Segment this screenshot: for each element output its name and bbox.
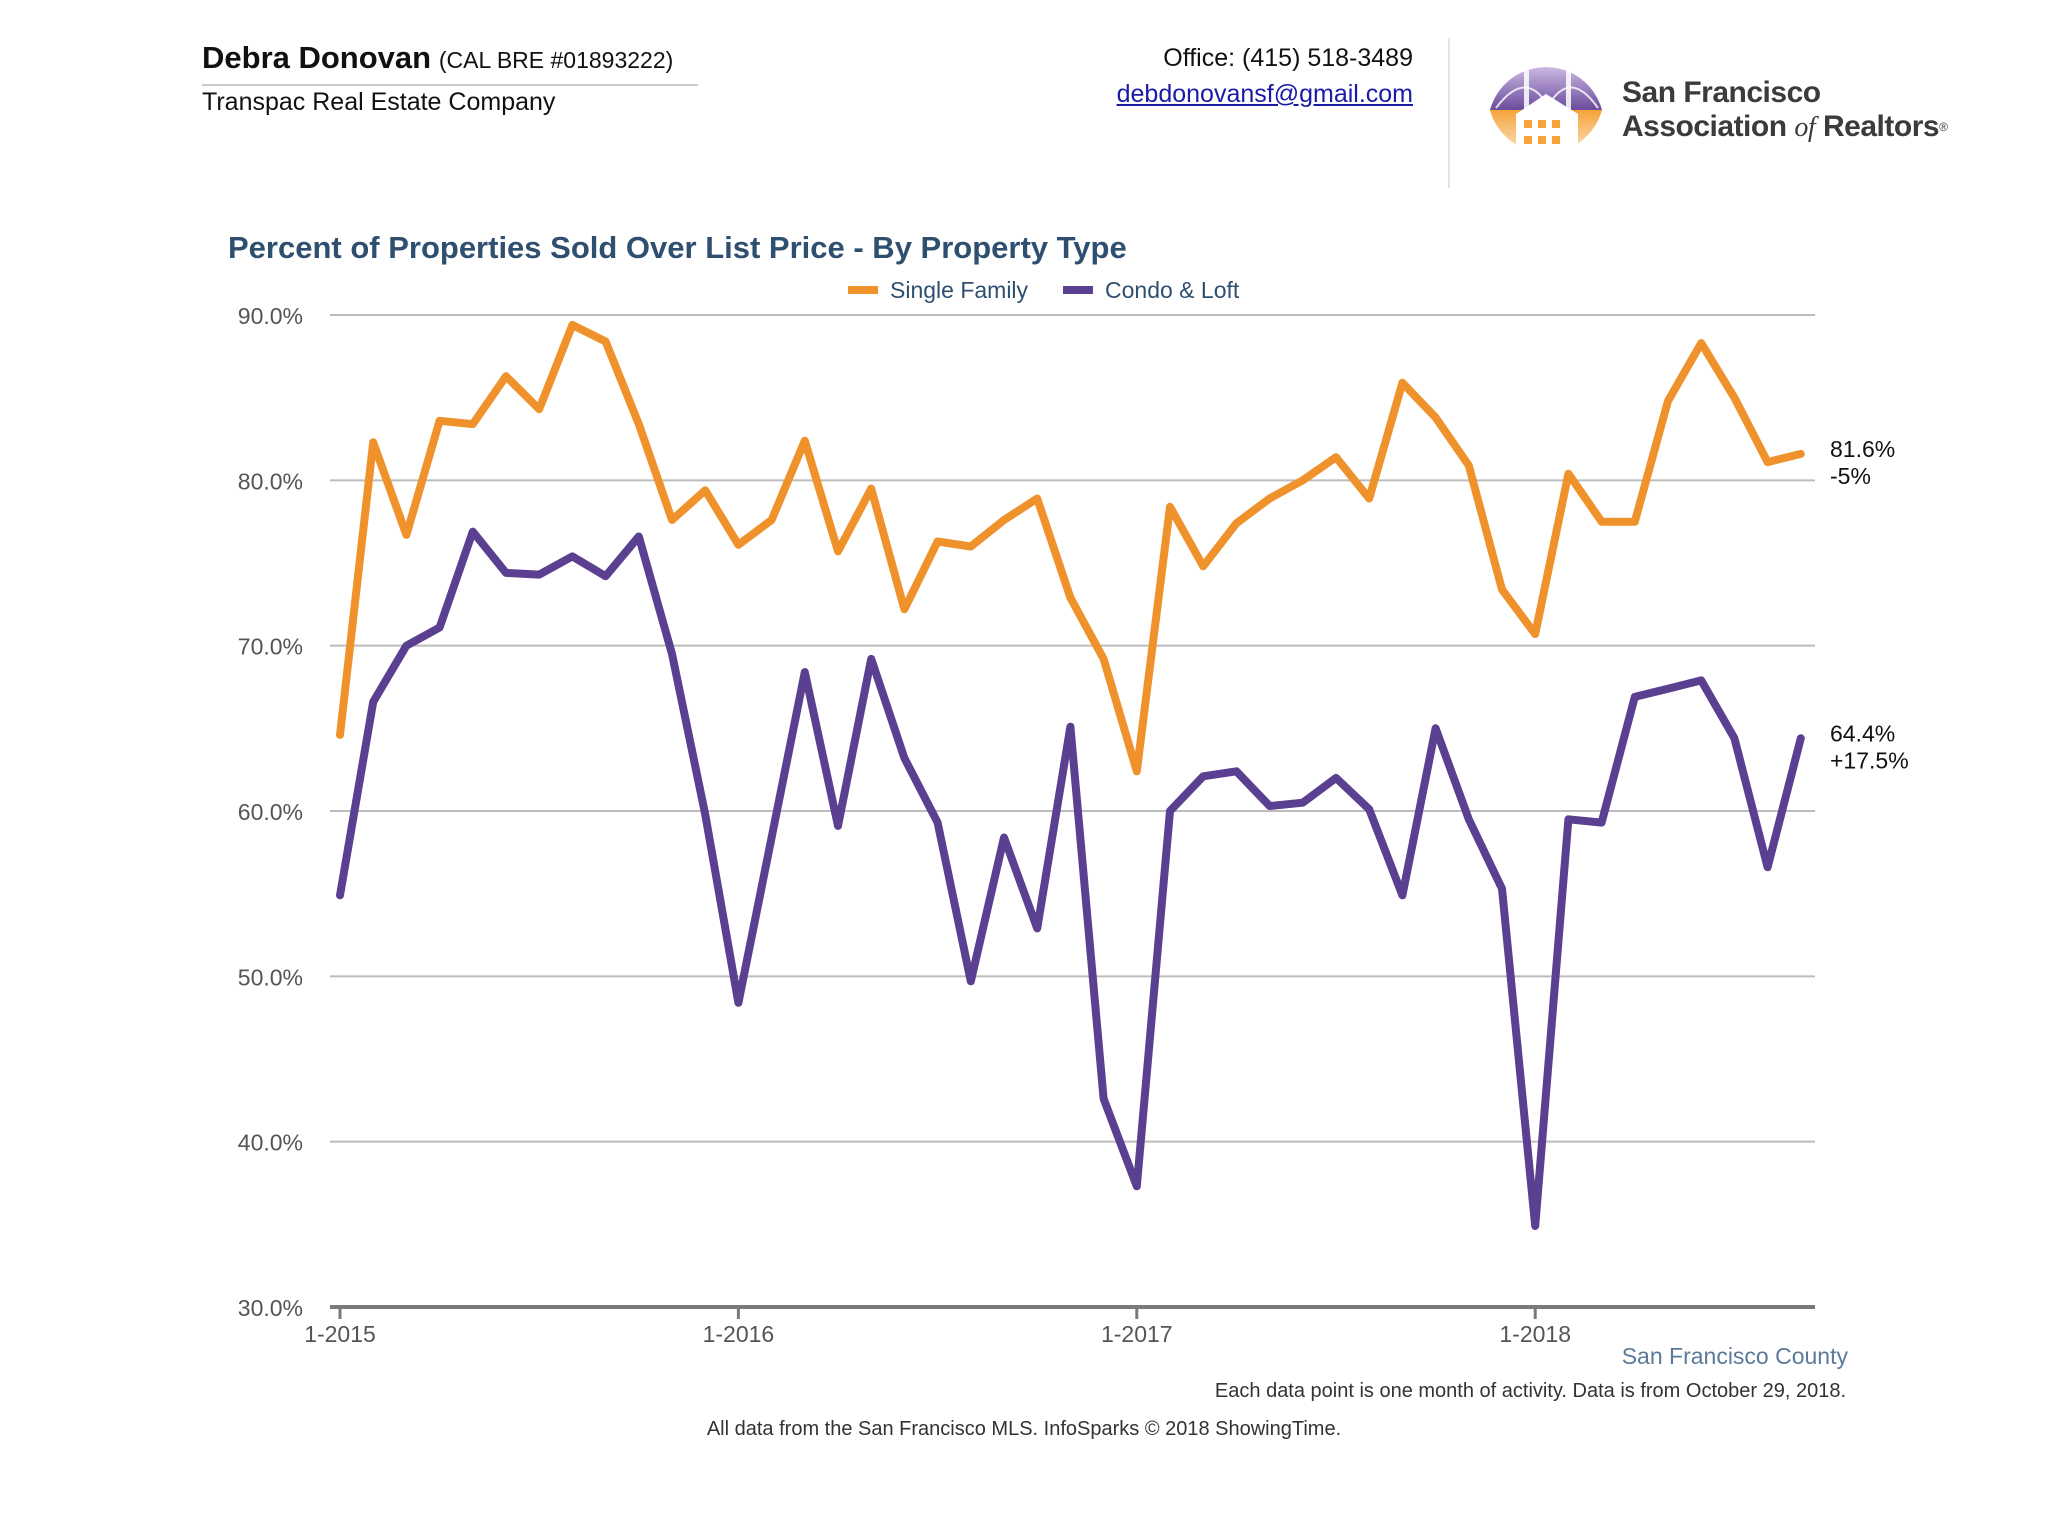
x-tick-label: 1-2016 [703,1321,775,1347]
agent-name-row: Debra Donovan (CAL BRE #01893222) [202,40,673,76]
golden-gate-house-logo-icon [1490,66,1602,160]
logo-association: Association [1622,110,1787,143]
condo-loft-end-value: 64.4% [1830,720,1895,746]
x-tick-label: 1-2018 [1499,1321,1571,1347]
county-label: San Francisco County [1621,1343,1848,1369]
logo-realtors: Realtors [1823,110,1940,143]
single-family-line [336,320,1805,776]
source-note: All data from the San Francisco MLS. Inf… [706,1418,1342,1440]
agent-name: Debra Donovan [202,40,432,75]
y-tick-label: 70.0% [238,634,303,660]
header-underline [202,84,698,86]
logo-registered-mark: ® [1939,120,1948,134]
legend-condo-loft-label: Condo & Loft [1105,277,1240,303]
logo-line-2: Association of Realtors® [1622,110,1948,145]
logo-of: of [1794,112,1816,143]
y-tick-label: 30.0% [238,1295,303,1321]
header-divider [1448,38,1450,188]
sfar-logo-text: San Francisco Association of Realtors® [1622,76,1948,145]
agent-license: (CAL BRE #01893222) [438,47,674,73]
single-family-end-value: 81.6% [1830,436,1895,462]
y-tick-label: 60.0% [238,799,303,825]
email-link[interactable]: debdonovansf@gmail.com [1116,80,1413,108]
condo-loft-line [336,527,1805,1230]
x-tick-label: 1-2015 [304,1321,376,1347]
single-family-end-change: -5% [1830,463,1871,489]
chart-title: Percent of Properties Sold Over List Pri… [228,230,1127,265]
company-name: Transpac Real Estate Company [202,88,556,116]
legend-single-family-label: Single Family [890,277,1029,303]
data-note: Each data point is one month of activity… [1214,1380,1846,1402]
y-tick-label: 50.0% [238,964,303,990]
y-tick-label: 90.0% [238,303,303,329]
y-tick-label: 80.0% [238,468,303,494]
x-tick-label: 1-2017 [1101,1321,1173,1347]
logo-line-1: San Francisco [1622,76,1821,109]
condo-loft-end-change: +17.5% [1830,747,1909,773]
y-tick-label: 40.0% [238,1130,303,1156]
office-phone: Office: (415) 518-3489 [1163,44,1413,72]
